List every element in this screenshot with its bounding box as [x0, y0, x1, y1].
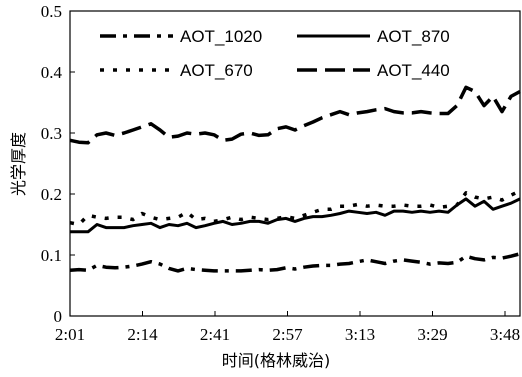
x-tick-label: 2:57	[272, 325, 303, 344]
y-axis-title: 光学厚度	[9, 132, 28, 196]
legend-label-aot-1020: AOT_1020	[180, 27, 262, 46]
y-tick-label: 0	[54, 307, 63, 326]
x-tick-label: 3:13	[345, 325, 375, 344]
y-tick-label: 0.4	[41, 63, 63, 82]
series-line-aot-670	[69, 189, 521, 227]
x-axis-ticks: 2:01 2:14 2:41 2:57 3:13 3:29 3:48	[55, 311, 520, 344]
x-tick-label: 3:29	[417, 325, 447, 344]
legend: AOT_1020 AOT_870 AOT_670 AOT_440	[100, 27, 450, 80]
x-tick-label: 2:14	[127, 325, 158, 344]
plot-frame	[69, 10, 521, 317]
series-line-aot-440	[69, 85, 521, 145]
series-line-aot-870	[70, 197, 521, 234]
legend-label-aot-870: AOT_870	[377, 27, 450, 46]
legend-label-aot-440: AOT_440	[377, 61, 450, 80]
y-tick-label: 0.2	[41, 185, 62, 204]
y-tick-label: 0.3	[41, 124, 62, 143]
series-line-aot-1020	[69, 252, 521, 273]
y-axis-ticks: 0 0.1 0.2 0.3 0.4 0.5	[41, 2, 75, 326]
x-tick-label: 3:48	[490, 325, 520, 344]
y-tick-label: 0.5	[41, 2, 62, 21]
x-tick-label: 2:41	[200, 325, 230, 344]
plot-area	[69, 10, 521, 317]
x-axis-title: 时间(格林威治)	[222, 351, 331, 370]
y-tick-label: 0.1	[41, 246, 62, 265]
legend-label-aot-670: AOT_670	[180, 61, 253, 80]
x-tick-label: 2:01	[55, 325, 85, 344]
